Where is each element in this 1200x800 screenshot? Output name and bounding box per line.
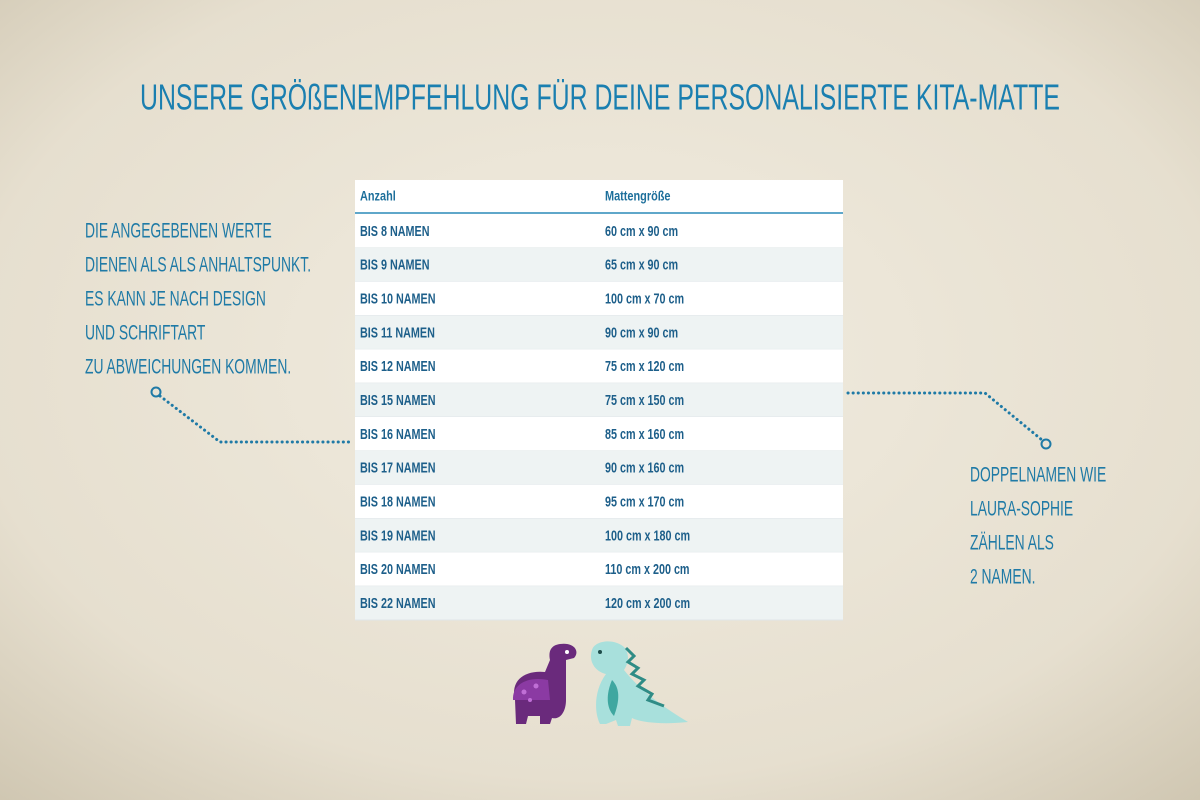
left-note-line: UND SCHRIFTART (85, 321, 205, 345)
dino-purple (512, 643, 577, 724)
size-cell: 75 cm x 120 cm (605, 357, 684, 374)
count-cell: BIS 11 NAMEN (360, 324, 435, 341)
right-note-line: DOPPELNAMEN WIE (970, 463, 1106, 487)
count-cell: BIS 18 NAMEN (360, 493, 435, 510)
count-cell: BIS 12 NAMEN (360, 357, 435, 374)
table-row (355, 214, 843, 248)
size-cell: 90 cm x 160 cm (605, 459, 684, 476)
count-cell: BIS 19 NAMEN (360, 527, 435, 544)
right-note-line: 2 NAMEN. (970, 565, 1035, 589)
table-row (355, 315, 843, 350)
count-cell: BIS 22 NAMEN (360, 594, 435, 611)
connector-dot (150, 386, 162, 398)
right-note-line: ZÄHLEN ALS (970, 531, 1054, 555)
left-note-line: DIE ANGEGEBENEN WERTE (85, 219, 272, 243)
table-row (355, 552, 843, 587)
table-row (355, 383, 843, 417)
table-row (355, 417, 843, 451)
count-cell: BIS 15 NAMEN (360, 391, 435, 408)
count-cell: BIS 17 NAMEN (360, 459, 435, 476)
connector-left (158, 394, 354, 444)
size-cell: 95 cm x 170 cm (605, 493, 684, 510)
left-note-line: ZU ABWEICHUNGEN KOMMEN. (85, 355, 291, 379)
count-cell: BIS 20 NAMEN (360, 560, 435, 577)
count-cell: BIS 9 NAMEN (360, 256, 429, 273)
count-cell: BIS 10 NAMEN (360, 290, 435, 307)
size-cell: 90 cm x 90 cm (605, 324, 678, 341)
size-cell: 120 cm x 200 cm (605, 594, 690, 611)
table-row (355, 247, 843, 282)
table-row (355, 484, 843, 519)
column-header: Mattengröße (605, 188, 670, 204)
count-cell: BIS 16 NAMEN (360, 425, 435, 442)
title: UNSERE GRÖßENEMPFEHLUNG FÜR DEINE PERSON… (140, 77, 1060, 118)
table-row (355, 518, 843, 553)
right-note-line: LAURA-SOPHIE (970, 497, 1073, 521)
size-table: Anzahl Mattengröße BIS 8 NAMEN 60 cm x 90 c… (355, 180, 843, 621)
size-cell: 60 cm x 90 cm (605, 222, 678, 239)
size-cell: 65 cm x 90 cm (605, 256, 678, 273)
table-row (355, 586, 843, 620)
table-row (355, 281, 843, 316)
left-note-line: DIENEN ALS ALS ANHALTSPUNKT. (85, 253, 311, 277)
column-header: Anzahl (360, 188, 396, 204)
size-cell: 85 cm x 160 cm (605, 425, 684, 442)
connector-right (846, 391, 1044, 442)
size-cell: 75 cm x 150 cm (605, 391, 684, 408)
table-row (355, 450, 843, 485)
size-cell: 100 cm x 180 cm (605, 527, 690, 544)
table-row (355, 349, 843, 384)
connector-dot (1040, 438, 1052, 450)
size-cell: 100 cm x 70 cm (605, 290, 684, 307)
count-cell: BIS 8 NAMEN (360, 222, 429, 239)
left-note-line: ES KANN JE NACH DESIGN (85, 287, 266, 311)
dino-teal (590, 641, 688, 726)
size-cell: 110 cm x 200 cm (605, 560, 690, 577)
